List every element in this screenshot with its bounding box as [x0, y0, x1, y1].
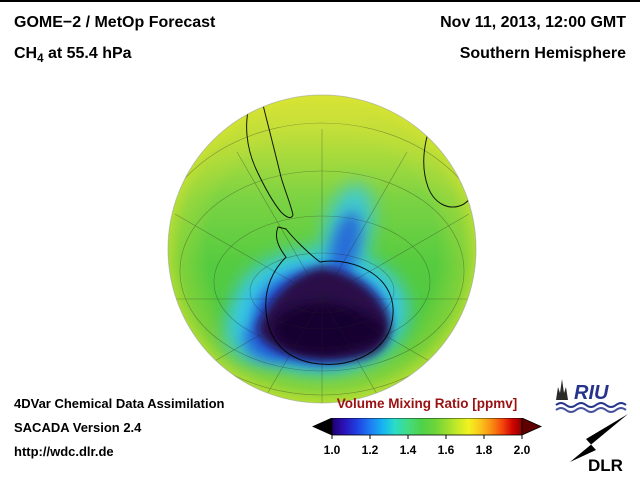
level-suffix: at 55.4 hPa [43, 45, 132, 62]
riu-waves-icon [555, 402, 627, 408]
coastline-south-america [246, 100, 294, 219]
hemisphere-map [167, 94, 477, 404]
colorbar-gradient-bar [331, 418, 523, 436]
hemisphere-label: Southern Hemisphere [459, 45, 626, 62]
riu-logo-text: RIU [574, 382, 609, 404]
globe-limb [167, 94, 477, 404]
credits: 4DVar Chemical Data Assimilation SACADA … [14, 397, 225, 469]
colorbar-tick-labels: 1.0 1.2 1.4 1.6 1.8 2.0 [312, 443, 542, 457]
colorbar-ticks [331, 435, 523, 439]
graticule-parallel [179, 170, 465, 372]
graticule-meridians [168, 129, 476, 403]
graticule-parallel [168, 122, 476, 396]
riu-logo: RIU [555, 379, 627, 413]
riu-cathedral-icon [556, 379, 568, 400]
species-subscript: 4 [37, 53, 44, 66]
colorbar: Volume Mixing Ratio [ppmv] 1.0 1.2 1.4 1… [312, 396, 542, 457]
product-title: GOME−2 / MetOp Forecast [14, 14, 216, 31]
colorbar-tick-label: 1.8 [475, 443, 493, 457]
colorbar-tick-label: 1.0 [323, 443, 341, 457]
under-range-arrow [312, 418, 333, 436]
colorbar-tick-label: 1.6 [437, 443, 455, 457]
coastline-antarctica [265, 226, 394, 365]
species-prefix: CH [14, 45, 38, 62]
colorbar-title: Volume Mixing Ratio [ppmv] [336, 396, 518, 411]
colorbar-tick-label: 1.4 [399, 443, 417, 457]
colorbar-tick-label: 1.2 [361, 443, 379, 457]
header-left: GOME−2 / MetOp Forecast CH4 at 55.4 hPa [14, 14, 215, 68]
graticule-parallel [285, 280, 359, 314]
graticule-parallel [213, 215, 431, 349]
dlr-logo-text: DLR [588, 456, 623, 474]
colorbar-scale [312, 418, 542, 439]
graticule [168, 122, 476, 403]
species-level-label: CH4 at 55.4 hPa [14, 45, 215, 68]
datetime-label: Nov 11, 2013, 12:00 GMT [440, 14, 626, 31]
dlr-swoosh-icon [570, 414, 628, 462]
dlr-logo: DLR [570, 414, 628, 474]
credit-assimilation: 4DVar Chemical Data Assimilation [14, 396, 225, 411]
colorbar-tick-label: 2.0 [513, 443, 531, 457]
header-right: Nov 11, 2013, 12:00 GMT Southern Hemisph… [440, 14, 626, 63]
riu-waves-icon [555, 407, 627, 413]
graticule-parallel [249, 252, 395, 330]
over-range-arrow [521, 418, 542, 436]
credit-url: http://wdc.dlr.de [14, 444, 114, 459]
credit-version: SACADA Version 2.4 [14, 420, 142, 435]
